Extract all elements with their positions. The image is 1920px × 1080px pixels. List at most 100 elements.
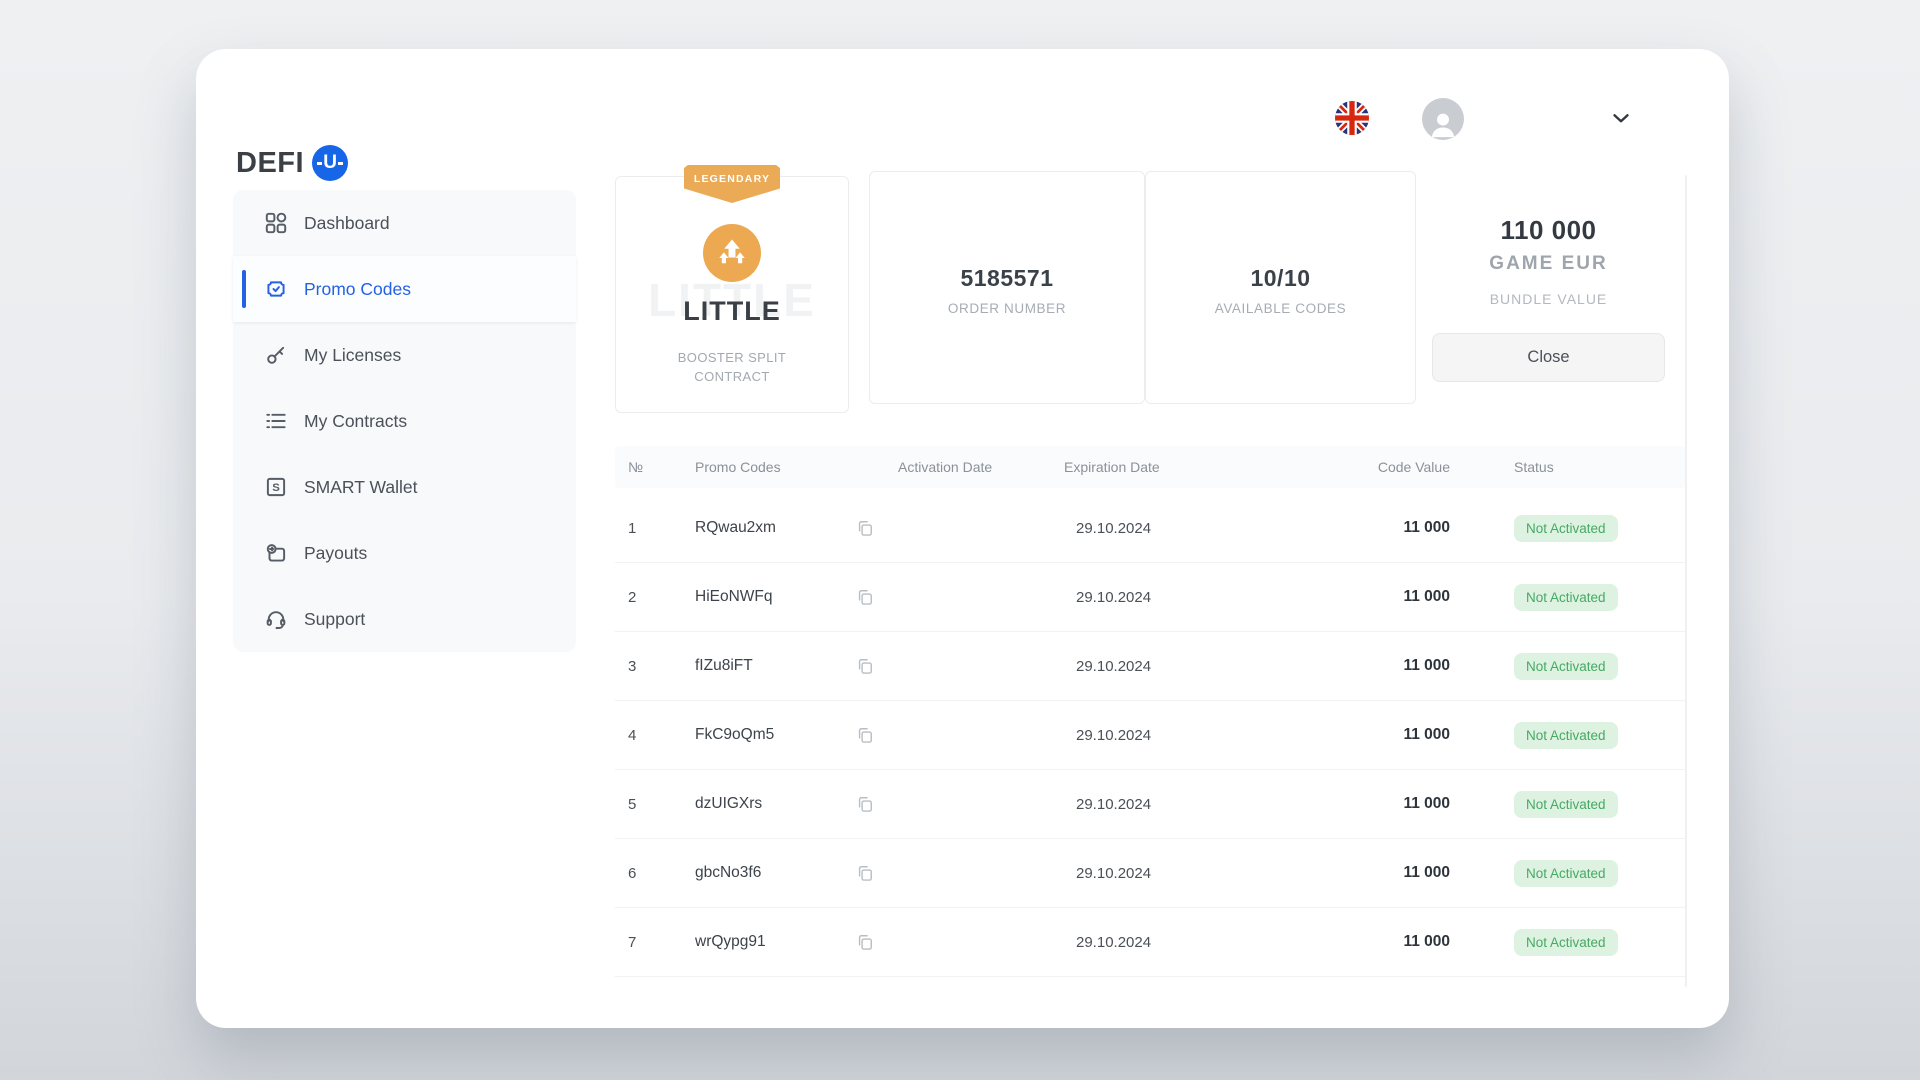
table-header-row: № Promo Codes Activation Date Expiration… bbox=[615, 446, 1685, 488]
status-badge: Not Activated bbox=[1514, 583, 1618, 611]
expiration-date: 29.10.2024 bbox=[1076, 933, 1152, 951]
status-badge: Not Activated bbox=[1514, 859, 1618, 887]
copy-code-button[interactable] bbox=[855, 655, 875, 677]
sidebar-item-dashboard[interactable]: Dashboard bbox=[233, 190, 576, 256]
sidebar-item-promo-codes[interactable]: Promo Codes bbox=[233, 256, 576, 322]
bundle-currency: GAME EUR bbox=[1489, 253, 1608, 274]
main-window: DEFI U Dashboard bbox=[196, 49, 1729, 1028]
table-row: 3 fIZu8iFT 29.10.2024 11 000 Not Activat… bbox=[615, 632, 1685, 701]
copy-code-button[interactable] bbox=[855, 862, 875, 884]
copy-code-button[interactable] bbox=[855, 931, 875, 953]
bundle-value: 110 000 bbox=[1500, 215, 1597, 245]
row-number: 7 bbox=[628, 933, 637, 951]
promo-codes-table: № Promo Codes Activation Date Expiration… bbox=[615, 446, 1685, 977]
code-value: 11 000 bbox=[1403, 588, 1450, 605]
row-number: 4 bbox=[628, 726, 637, 744]
sidebar-item-label: Dashboard bbox=[304, 212, 390, 233]
sidebar-item-label: My Licenses bbox=[304, 344, 402, 365]
col-header-status: Status bbox=[1514, 459, 1554, 475]
promo-code: gbcNo3f6 bbox=[695, 864, 762, 881]
table-body: 1 RQwau2xm 29.10.2024 11 000 Not Activat… bbox=[615, 494, 1685, 977]
svg-text:S: S bbox=[272, 482, 280, 494]
sidebar-item-support[interactable]: Support bbox=[233, 586, 576, 652]
sidebar-item-my-contracts[interactable]: My Contracts bbox=[233, 388, 576, 454]
sidebar-item-label: SMART Wallet bbox=[304, 476, 418, 497]
available-codes-card: 10/10 AVAILABLE CODES bbox=[1145, 171, 1416, 404]
available-codes-value: 10/10 bbox=[1250, 265, 1311, 291]
logo-coin-icon: U bbox=[312, 145, 349, 181]
dashboard-grid-icon bbox=[263, 210, 289, 236]
copy-code-button[interactable] bbox=[855, 586, 875, 608]
col-header-activation-date: Activation Date bbox=[898, 459, 993, 475]
sidebar-item-smart-wallet[interactable]: S SMART Wallet bbox=[233, 454, 576, 520]
copy-code-button[interactable] bbox=[855, 517, 875, 539]
bundle-value-label: BUNDLE VALUE bbox=[1489, 291, 1608, 307]
expiration-date: 29.10.2024 bbox=[1076, 657, 1152, 675]
row-number: 5 bbox=[628, 795, 637, 813]
active-indicator bbox=[242, 270, 246, 308]
logo-text: DEFI bbox=[236, 146, 305, 179]
sidebar-item-payouts[interactable]: Payouts bbox=[233, 520, 576, 586]
code-value: 11 000 bbox=[1403, 795, 1450, 812]
promo-code: FkC9oQm5 bbox=[695, 726, 775, 743]
copy-code-button[interactable] bbox=[855, 793, 875, 815]
tier-ribbon-badge: LEGENDARY bbox=[684, 165, 780, 203]
promo-code: fIZu8iFT bbox=[695, 657, 753, 674]
table-row: 4 FkC9oQm5 29.10.2024 11 000 Not Activat… bbox=[615, 701, 1685, 770]
sidebar-nav: Dashboard Promo Codes My Licenses My Con… bbox=[233, 190, 576, 652]
status-badge: Not Activated bbox=[1514, 928, 1618, 956]
close-button[interactable]: Close bbox=[1432, 333, 1665, 382]
promo-ticket-icon bbox=[263, 276, 289, 302]
row-number: 6 bbox=[628, 864, 637, 882]
sidebar-item-label: Support bbox=[304, 608, 366, 629]
sidebar-item-label: Promo Codes bbox=[304, 278, 411, 299]
promo-code: RQwau2xm bbox=[695, 519, 776, 536]
expiration-date: 29.10.2024 bbox=[1076, 864, 1152, 882]
table-scrollbar[interactable] bbox=[1685, 175, 1687, 987]
account-menu-chevron-down-icon[interactable] bbox=[1608, 105, 1634, 131]
booster-arrows-icon bbox=[703, 224, 761, 282]
sidebar-item-my-licenses[interactable]: My Licenses bbox=[233, 322, 576, 388]
expiration-date: 29.10.2024 bbox=[1076, 519, 1152, 537]
col-header-code-value: Code Value bbox=[1377, 459, 1450, 475]
col-header-expiration-date: Expiration Date bbox=[1064, 459, 1160, 475]
table-row: 5 dzUIGXrs 29.10.2024 11 000 Not Activat… bbox=[615, 770, 1685, 839]
bundle-name: LITTLE bbox=[683, 296, 781, 326]
col-header-number: № bbox=[628, 459, 644, 475]
table-row: 1 RQwau2xm 29.10.2024 11 000 Not Activat… bbox=[615, 494, 1685, 563]
bundle-type: BOOSTER SPLIT CONTRACT bbox=[677, 350, 787, 384]
key-icon bbox=[263, 342, 289, 368]
code-value: 11 000 bbox=[1403, 933, 1450, 950]
sidebar-item-label: My Contracts bbox=[304, 410, 408, 431]
sidebar-item-label: Payouts bbox=[304, 542, 368, 563]
table-row: 2 HiEoNWFq 29.10.2024 11 000 Not Activat… bbox=[615, 563, 1685, 632]
bundle-name-watermark: LITTLE bbox=[648, 274, 816, 326]
payout-wallet-icon bbox=[263, 540, 289, 566]
bundle-value-panel: 110 000 GAME EUR BUNDLE VALUE Close bbox=[1432, 171, 1665, 382]
order-number-value: 5185571 bbox=[960, 265, 1054, 291]
smart-wallet-icon: S bbox=[263, 474, 289, 500]
status-badge: Not Activated bbox=[1514, 514, 1618, 542]
promo-code: wrQypg91 bbox=[695, 933, 766, 950]
expiration-date: 29.10.2024 bbox=[1076, 726, 1152, 744]
copy-code-button[interactable] bbox=[855, 724, 875, 746]
col-header-promo-codes: Promo Codes bbox=[695, 459, 781, 475]
table-row: 6 gbcNo3f6 29.10.2024 11 000 Not Activat… bbox=[615, 839, 1685, 908]
status-badge: Not Activated bbox=[1514, 652, 1618, 680]
bundle-product-card: LEGENDARY LITTLE LITTLE BOOSTER SPLIT CO… bbox=[615, 165, 849, 413]
language-flag-uk-icon[interactable] bbox=[1335, 101, 1369, 135]
code-value: 11 000 bbox=[1403, 657, 1450, 674]
order-number-card: 5185571 ORDER NUMBER bbox=[869, 171, 1145, 404]
row-number: 1 bbox=[628, 519, 637, 537]
code-value: 11 000 bbox=[1403, 726, 1450, 743]
status-badge: Not Activated bbox=[1514, 790, 1618, 818]
app-logo: DEFI U bbox=[236, 145, 349, 181]
contracts-list-icon bbox=[263, 408, 289, 434]
row-number: 3 bbox=[628, 657, 637, 675]
user-avatar[interactable] bbox=[1422, 98, 1464, 140]
promo-code: dzUIGXrs bbox=[695, 795, 763, 812]
status-badge: Not Activated bbox=[1514, 721, 1618, 749]
order-number-label: ORDER NUMBER bbox=[947, 301, 1067, 316]
row-number: 2 bbox=[628, 588, 637, 606]
code-value: 11 000 bbox=[1403, 519, 1450, 536]
